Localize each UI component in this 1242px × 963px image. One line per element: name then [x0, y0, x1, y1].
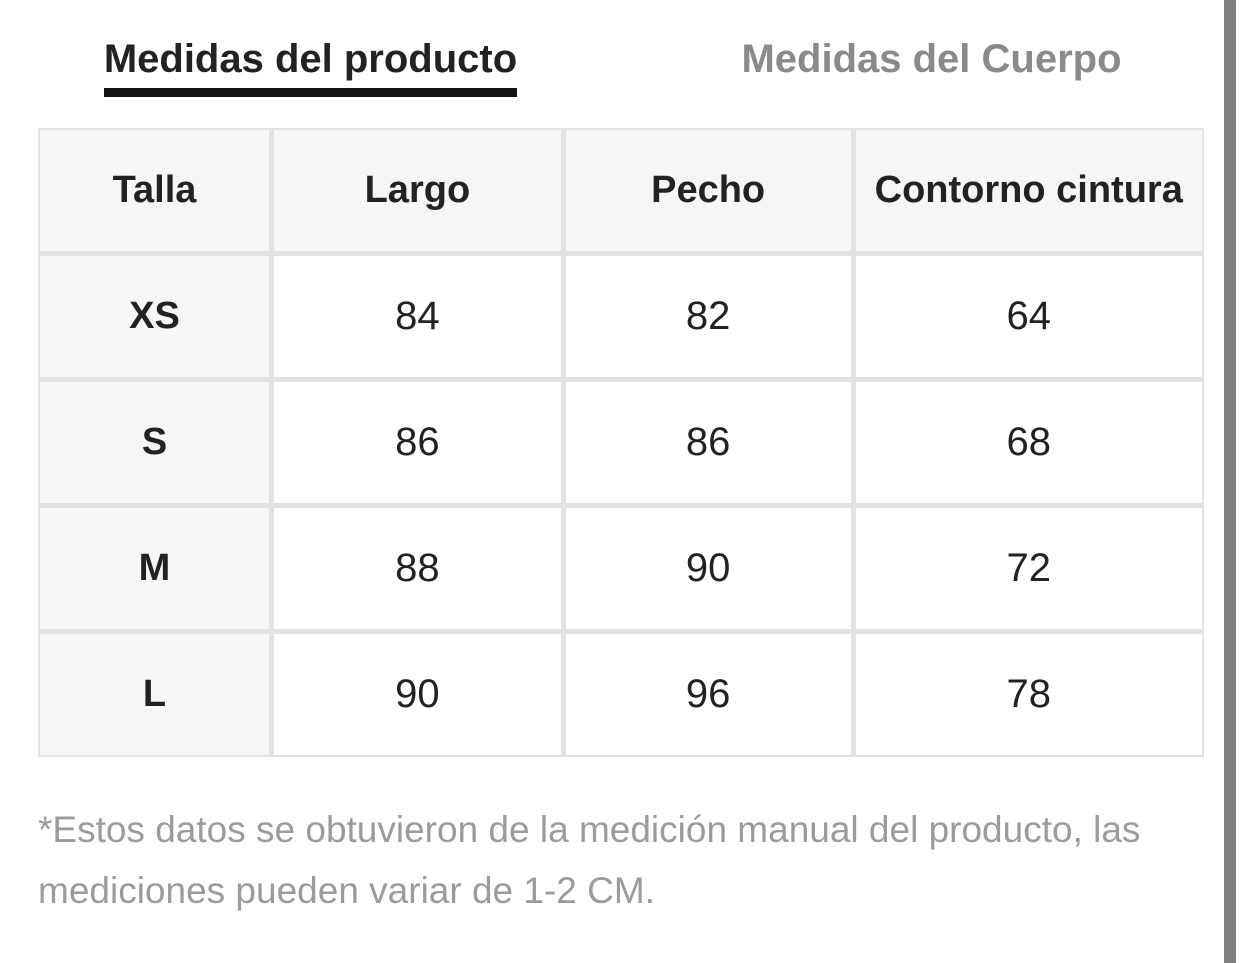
table-cell-value: 86 — [274, 382, 561, 503]
size-label: M — [40, 508, 269, 629]
size-chart-tabs: Medidas del producto Medidas del Cuerpo — [0, 0, 1242, 97]
table-cell-value: 64 — [855, 256, 1202, 377]
column-header-largo: Largo — [274, 130, 561, 251]
table-cell-value: 86 — [565, 382, 851, 503]
size-table: Talla Largo Pecho Contorno cintura XS 84… — [38, 128, 1204, 757]
size-label: XS — [40, 256, 269, 377]
tab-product-measurements[interactable]: Medidas del producto — [103, 36, 518, 97]
table-cell-value: 84 — [274, 256, 561, 377]
size-label: L — [40, 634, 269, 755]
column-header-talla: Talla — [40, 130, 269, 251]
table-cell-value: 78 — [855, 634, 1202, 755]
tab-slot-right: Medidas del Cuerpo — [621, 36, 1242, 97]
measurement-disclaimer: *Estos datos se obtuvieron de la medició… — [38, 809, 1141, 911]
table-cell-value: 96 — [565, 634, 851, 755]
scrollbar-thumb[interactable] — [1224, 0, 1236, 963]
tab-slot-left: Medidas del producto — [0, 36, 621, 97]
table-cell-value: 72 — [855, 508, 1202, 629]
table-cell-value: 90 — [565, 508, 851, 629]
table-cell-value: 82 — [565, 256, 851, 377]
size-label: S — [40, 382, 269, 503]
table-cell-value: 68 — [855, 382, 1202, 503]
table-cell-value: 88 — [274, 508, 561, 629]
table-cell-value: 90 — [274, 634, 561, 755]
column-header-contorno-cintura: Contorno cintura — [855, 130, 1202, 251]
column-header-pecho: Pecho — [565, 130, 851, 251]
tab-body-measurements[interactable]: Medidas del Cuerpo — [741, 37, 1122, 81]
